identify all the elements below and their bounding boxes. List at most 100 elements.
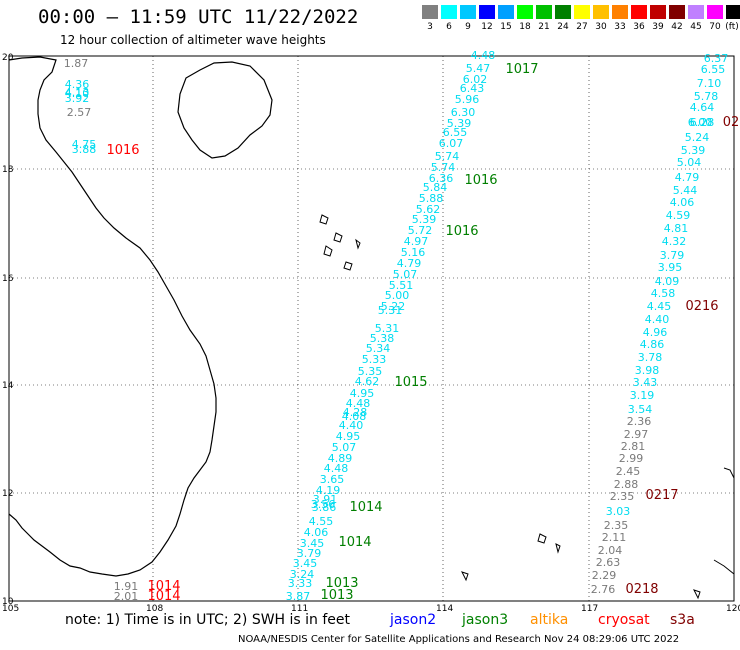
track-value-label: 3.86 [312, 501, 337, 514]
track-value-label: 2.97 [624, 428, 649, 441]
track-value-label: 6.07 [439, 137, 464, 150]
map-title: 00:00 – 11:59 UTC 11/22/2022 [38, 6, 359, 28]
track-value-label: 4.86 [640, 338, 665, 351]
track-value-label: 3.45 [293, 557, 318, 570]
track-value-label: 4.79 [397, 257, 422, 270]
track-value-label: 2.81 [621, 440, 646, 453]
scale-label: 33 [614, 22, 626, 32]
scale-label: 45 [690, 22, 702, 32]
lat-label: 12 [2, 489, 13, 499]
track-value-label: 6.28 [690, 116, 715, 129]
track-value-label: 6.37 [704, 52, 729, 65]
track-value-label: 2.45 [616, 465, 641, 478]
track-value-label: 7.10 [697, 77, 722, 90]
scale-swatch [498, 5, 514, 19]
lat-lon-grid [9, 56, 734, 601]
track-value-label: 1016 [106, 143, 139, 158]
lon-label: 108 [146, 604, 163, 614]
track-value-label: 4.96 [643, 326, 668, 339]
track-value-label: 4.32 [662, 235, 687, 248]
track-value-label: 5.74 [435, 150, 460, 163]
track-value-label: 6.43 [460, 82, 485, 95]
scale-swatch [593, 5, 609, 19]
track-value-label: 2.36 [627, 415, 652, 428]
track-value-label: 4.06 [304, 526, 329, 539]
track-value-label: 1.87 [64, 57, 89, 70]
track-value-label: 1014 [147, 589, 180, 604]
track-value-label: 4.28 [343, 406, 368, 419]
track-value-label: 4.40 [645, 313, 670, 326]
track-value-label: 5.24 [685, 131, 710, 144]
scale-label: 42 [671, 22, 683, 32]
lon-label: 105 [2, 604, 19, 614]
scale-swatch [612, 5, 628, 19]
track-value-label: 1013 [325, 576, 358, 591]
track-value-label: 4.13 [65, 86, 90, 99]
track-value-label: 2.99 [619, 452, 644, 465]
track-value-label: 1015 [394, 375, 427, 390]
track-value-label: 2.04 [598, 544, 623, 557]
track-value-label: 5.51 [389, 279, 414, 292]
vietnam-coastline [8, 56, 217, 577]
track-value-label: 5.33 [362, 353, 387, 366]
track-value-label: 0216 [685, 299, 718, 314]
track-value-label: 1016 [464, 173, 497, 188]
track-value-label: 5.07 [332, 441, 357, 454]
lat-label: 18 [2, 165, 14, 175]
track-value-label: 3.45 [300, 537, 325, 550]
track-value-label: 0217 [645, 488, 678, 503]
track-value-label: 4.06 [670, 196, 695, 209]
track-value-label: 6.30 [451, 106, 476, 119]
track-value-label: 4.09 [655, 275, 680, 288]
track-value-label: 2.35 [610, 490, 635, 503]
scale-swatch [669, 5, 685, 19]
track-value-label: 2.57 [67, 106, 92, 119]
track-value-label: 4.81 [664, 222, 689, 235]
track-value-label: 3.92 [65, 92, 90, 105]
track-value-label: 02 [723, 115, 740, 130]
track-value-label: 4.64 [690, 101, 715, 114]
track-value-label: 4.97 [404, 235, 429, 248]
scale-label: 30 [595, 22, 607, 32]
track-value-label: 3.19 [630, 389, 655, 402]
track-value-label: 1017 [505, 62, 538, 77]
track-value-label: 1013 [320, 588, 353, 603]
track-value-label: 5.22 [381, 300, 406, 313]
track-value-label: 5.84 [423, 181, 448, 194]
track-value-label: 2.11 [602, 531, 627, 544]
track-value-label: 3.03 [606, 505, 631, 518]
legend-jason3: jason3 [462, 612, 509, 628]
track-value-label: 4.48 [471, 49, 496, 62]
track-value-label: 3.43 [633, 376, 658, 389]
track-value-label: 1.91 [114, 580, 139, 593]
hainan-island-coastline [177, 61, 273, 159]
track-value-label: 5.74 [431, 161, 456, 174]
legend-s3a: s3a [670, 612, 695, 628]
scale-swatch [460, 5, 476, 19]
track-value-label: 1016 [445, 224, 478, 239]
track-value-label: 5.96 [455, 93, 480, 106]
track-value-label: 3.95 [658, 261, 683, 274]
scale-swatch [631, 5, 647, 19]
lon-label: 114 [436, 604, 453, 614]
lat-label: 16 [2, 274, 14, 284]
units-note: note: 1) Time is in UTC; 2) SWH is in fe… [65, 612, 351, 628]
track-value-label: 4.59 [666, 209, 691, 222]
spratly-islands [461, 533, 701, 600]
track-value-label: 5.39 [447, 117, 472, 130]
lon-label: 111 [291, 604, 308, 614]
track-value-label: 2.29 [592, 569, 617, 582]
track-value-label: 4.75 [72, 138, 97, 151]
track-value-label: 3.88 [72, 143, 97, 156]
philippines-coast-fragment [713, 467, 735, 575]
scale-label: 70 [709, 22, 721, 32]
track-value-label: 5.07 [393, 268, 418, 281]
lat-label: 20 [2, 53, 14, 63]
track-value-label: 2.35 [604, 519, 629, 532]
track-value-label: 5.62 [416, 203, 441, 216]
track-value-label: 6.55 [701, 63, 726, 76]
track-value-label: 2.88 [614, 478, 639, 491]
track-value-label: 3.91 [313, 493, 338, 506]
track-value-label: 5.88 [419, 192, 444, 205]
scale-label: 27 [576, 22, 588, 32]
